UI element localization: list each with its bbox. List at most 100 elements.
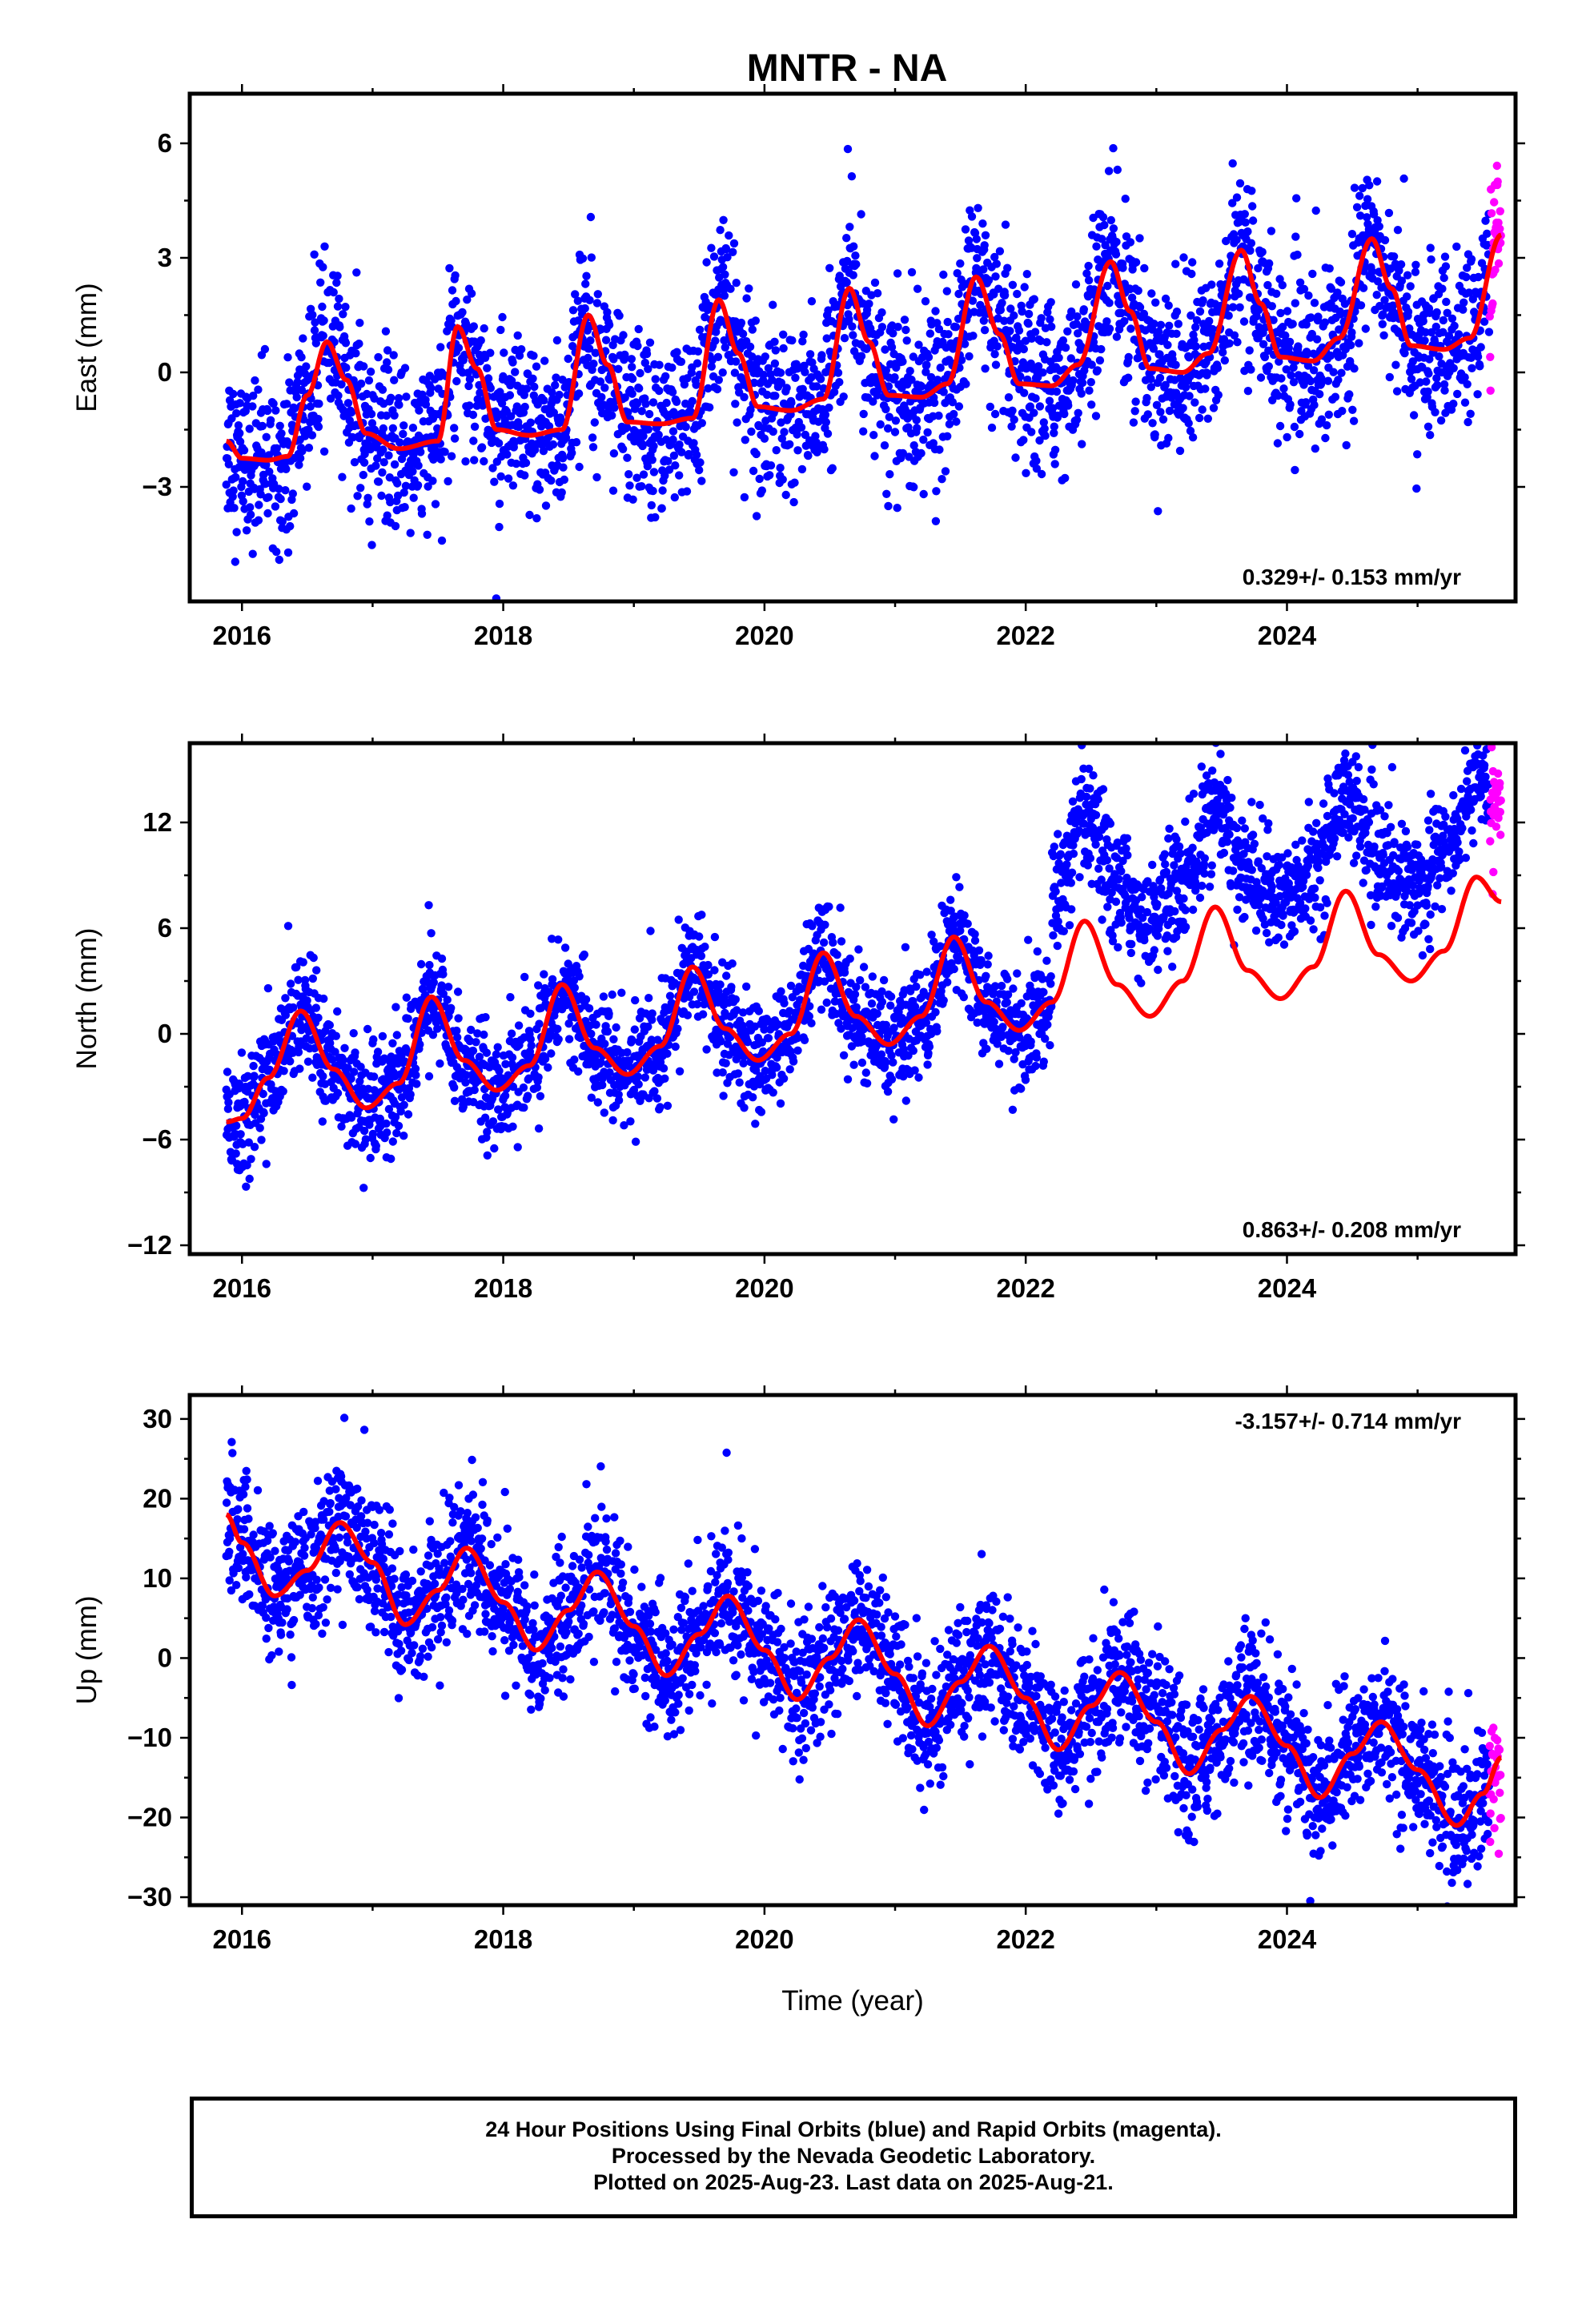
final-orbit-point [793, 1034, 802, 1043]
final-orbit-point [1359, 283, 1368, 292]
final-orbit-point [674, 915, 683, 924]
final-orbit-point [738, 1008, 748, 1017]
final-orbit-point [969, 332, 978, 340]
final-orbit-point [1409, 411, 1419, 420]
final-orbit-point [980, 241, 989, 250]
final-orbit-point [614, 1096, 624, 1105]
final-orbit-point [1310, 299, 1319, 308]
final-orbit-point [339, 1055, 347, 1065]
final-orbit-point [925, 1042, 934, 1051]
final-orbit-point [688, 396, 697, 406]
final-orbit-point [1308, 269, 1317, 279]
final-orbit-point [732, 1006, 741, 1015]
final-orbit-point [1054, 353, 1063, 362]
final-orbit-point [1020, 388, 1029, 397]
final-orbit-point [1004, 393, 1014, 402]
final-orbit-point [388, 1039, 397, 1048]
final-orbit-point [769, 300, 777, 309]
final-orbit-point [347, 1074, 355, 1084]
final-orbit-point [513, 1143, 522, 1152]
final-orbit-point [789, 1057, 798, 1066]
final-orbit-point [913, 424, 921, 432]
final-orbit-point [1436, 416, 1446, 425]
final-orbit-point [584, 353, 592, 363]
final-orbit-point [661, 471, 669, 480]
final-orbit-point [356, 484, 365, 493]
final-orbit-point [644, 994, 653, 1003]
final-orbit-point [400, 503, 409, 512]
final-orbit-point [548, 388, 556, 396]
final-orbit-point [1425, 355, 1434, 364]
rapid-orbit-point [1490, 198, 1499, 207]
final-orbit-point [259, 1108, 268, 1118]
final-orbit-point [314, 415, 323, 424]
final-orbit-point [962, 380, 970, 388]
final-orbit-point [266, 416, 275, 424]
final-orbit-point [552, 336, 562, 345]
final-orbit-point [1050, 422, 1059, 431]
final-orbit-point [411, 1064, 420, 1073]
final-orbit-point [840, 334, 849, 343]
final-orbit-point [1061, 473, 1070, 483]
final-orbit-point [733, 418, 741, 427]
final-orbit-point [433, 1024, 442, 1033]
final-orbit-point [752, 449, 761, 459]
final-orbit-point [1427, 255, 1435, 264]
final-orbit-point [917, 382, 926, 391]
final-orbit-point [624, 408, 632, 416]
final-orbit-point [1459, 305, 1468, 314]
final-orbit-point [995, 247, 1005, 255]
final-orbit-point [231, 472, 240, 482]
final-orbit-point [512, 459, 521, 468]
final-orbit-point [1473, 352, 1483, 361]
final-orbit-point [791, 373, 800, 382]
final-orbit-point [1449, 400, 1458, 408]
final-orbit-point [356, 379, 366, 388]
final-orbit-point [527, 1041, 536, 1050]
final-orbit-point [1245, 346, 1254, 355]
final-orbit-point [822, 334, 831, 343]
final-orbit-point [628, 1035, 636, 1044]
final-orbit-point [719, 1092, 728, 1100]
final-orbit-point [901, 1096, 911, 1105]
east-scatter-points [222, 143, 1505, 601]
final-orbit-point [1032, 456, 1041, 465]
final-orbit-point [1011, 453, 1020, 462]
final-orbit-point [1041, 431, 1050, 440]
final-orbit-point [731, 400, 740, 408]
final-orbit-point [444, 983, 453, 991]
final-orbit-point [1406, 282, 1415, 291]
final-orbit-point [837, 1024, 845, 1033]
final-orbit-point [605, 1068, 614, 1077]
final-orbit-point [865, 300, 873, 308]
final-orbit-point [365, 517, 374, 526]
final-orbit-point [1463, 380, 1472, 388]
final-orbit-point [1097, 344, 1106, 354]
final-orbit-point [632, 399, 642, 408]
final-orbit-point [1031, 394, 1040, 403]
final-orbit-point [1035, 402, 1045, 411]
final-orbit-point [1275, 421, 1285, 431]
final-orbit-point [250, 1143, 259, 1152]
final-orbit-point [326, 394, 335, 403]
final-orbit-point [671, 1042, 680, 1051]
final-orbit-point [264, 493, 273, 501]
final-orbit-point [235, 437, 245, 446]
final-orbit-point [1372, 177, 1382, 186]
final-orbit-point [798, 337, 807, 346]
final-orbit-point [1248, 202, 1257, 211]
final-orbit-point [272, 444, 281, 452]
final-orbit-point [379, 458, 388, 467]
final-orbit-point [1019, 436, 1028, 444]
final-orbit-point [1195, 413, 1204, 423]
final-orbit-point [303, 1057, 313, 1066]
final-orbit-point [1283, 432, 1291, 442]
final-orbit-point [702, 258, 711, 267]
final-orbit-point [367, 419, 377, 428]
final-orbit-point [587, 1093, 596, 1102]
final-orbit-point [1121, 195, 1130, 203]
final-orbit-point [486, 384, 495, 392]
final-orbit-point [254, 516, 263, 525]
final-orbit-point [1154, 507, 1162, 516]
